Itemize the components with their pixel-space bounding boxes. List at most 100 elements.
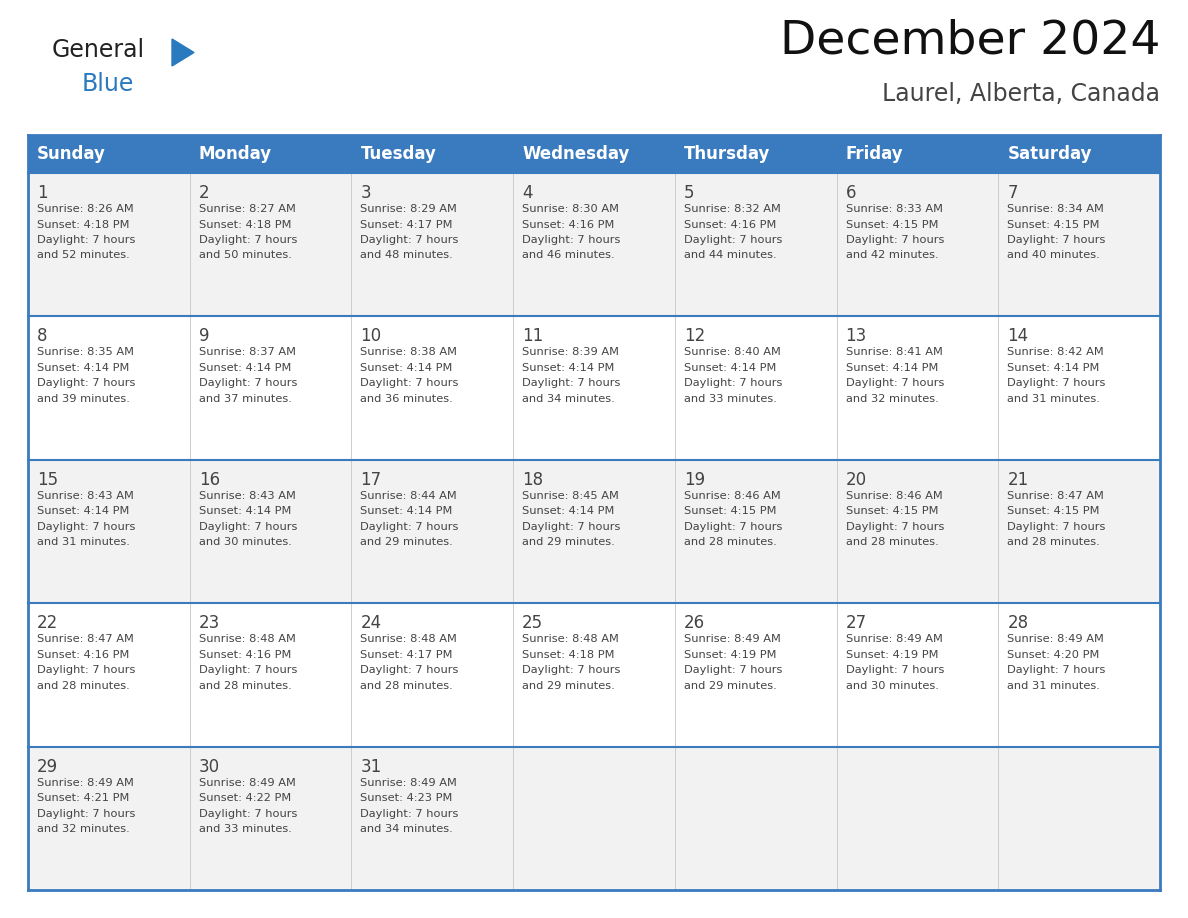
Text: Laurel, Alberta, Canada: Laurel, Alberta, Canada: [881, 82, 1159, 106]
Text: Sunset: 4:14 PM: Sunset: 4:14 PM: [198, 363, 291, 373]
Text: Sunset: 4:16 PM: Sunset: 4:16 PM: [684, 219, 776, 230]
Text: Daylight: 7 hours: Daylight: 7 hours: [37, 235, 135, 245]
Text: and 52 minutes.: and 52 minutes.: [37, 251, 129, 261]
Text: Daylight: 7 hours: Daylight: 7 hours: [198, 521, 297, 532]
Text: and 28 minutes.: and 28 minutes.: [198, 681, 291, 690]
Text: Sunset: 4:15 PM: Sunset: 4:15 PM: [1007, 219, 1100, 230]
Text: Daylight: 7 hours: Daylight: 7 hours: [846, 235, 944, 245]
Text: 21: 21: [1007, 471, 1029, 488]
Text: Monday: Monday: [198, 145, 272, 163]
Text: and 28 minutes.: and 28 minutes.: [684, 537, 777, 547]
Text: Daylight: 7 hours: Daylight: 7 hours: [198, 666, 297, 676]
Text: and 28 minutes.: and 28 minutes.: [360, 681, 453, 690]
Text: Daylight: 7 hours: Daylight: 7 hours: [684, 666, 782, 676]
Text: and 33 minutes.: and 33 minutes.: [684, 394, 777, 404]
Text: Sunset: 4:16 PM: Sunset: 4:16 PM: [523, 219, 614, 230]
Text: and 36 minutes.: and 36 minutes.: [360, 394, 453, 404]
Text: Sunrise: 8:48 AM: Sunrise: 8:48 AM: [360, 634, 457, 644]
Text: Sunrise: 8:48 AM: Sunrise: 8:48 AM: [523, 634, 619, 644]
Text: Sunrise: 8:26 AM: Sunrise: 8:26 AM: [37, 204, 134, 214]
Bar: [29, 135, 1159, 173]
Text: and 42 minutes.: and 42 minutes.: [846, 251, 939, 261]
Text: 15: 15: [37, 471, 58, 488]
Text: Daylight: 7 hours: Daylight: 7 hours: [198, 378, 297, 388]
Text: December 2024: December 2024: [779, 18, 1159, 63]
Text: Sunrise: 8:49 AM: Sunrise: 8:49 AM: [846, 634, 942, 644]
Text: Sunrise: 8:41 AM: Sunrise: 8:41 AM: [846, 347, 942, 357]
Text: Sunrise: 8:49 AM: Sunrise: 8:49 AM: [198, 778, 296, 788]
Text: Sunrise: 8:30 AM: Sunrise: 8:30 AM: [523, 204, 619, 214]
Text: Friday: Friday: [846, 145, 903, 163]
Text: Daylight: 7 hours: Daylight: 7 hours: [360, 666, 459, 676]
Text: 9: 9: [198, 328, 209, 345]
Text: 28: 28: [1007, 614, 1029, 633]
Text: Sunrise: 8:46 AM: Sunrise: 8:46 AM: [684, 491, 781, 501]
Text: and 40 minutes.: and 40 minutes.: [1007, 251, 1100, 261]
Text: and 32 minutes.: and 32 minutes.: [846, 394, 939, 404]
Text: Sunset: 4:14 PM: Sunset: 4:14 PM: [360, 507, 453, 516]
Text: Sunrise: 8:48 AM: Sunrise: 8:48 AM: [198, 634, 296, 644]
Text: Sunrise: 8:38 AM: Sunrise: 8:38 AM: [360, 347, 457, 357]
Text: Sunset: 4:14 PM: Sunset: 4:14 PM: [846, 363, 939, 373]
Text: Sunrise: 8:27 AM: Sunrise: 8:27 AM: [198, 204, 296, 214]
Text: Daylight: 7 hours: Daylight: 7 hours: [523, 378, 620, 388]
Text: Sunset: 4:16 PM: Sunset: 4:16 PM: [37, 650, 129, 660]
Text: 27: 27: [846, 614, 867, 633]
Text: 23: 23: [198, 614, 220, 633]
Text: Tuesday: Tuesday: [360, 145, 436, 163]
Text: Sunset: 4:17 PM: Sunset: 4:17 PM: [360, 219, 453, 230]
Text: 25: 25: [523, 614, 543, 633]
Text: Daylight: 7 hours: Daylight: 7 hours: [846, 666, 944, 676]
Text: Sunset: 4:15 PM: Sunset: 4:15 PM: [684, 507, 776, 516]
Text: Sunrise: 8:47 AM: Sunrise: 8:47 AM: [1007, 491, 1104, 501]
Text: Daylight: 7 hours: Daylight: 7 hours: [846, 521, 944, 532]
Text: Daylight: 7 hours: Daylight: 7 hours: [360, 809, 459, 819]
Text: Sunrise: 8:47 AM: Sunrise: 8:47 AM: [37, 634, 134, 644]
Text: Daylight: 7 hours: Daylight: 7 hours: [523, 666, 620, 676]
Text: 18: 18: [523, 471, 543, 488]
Text: 5: 5: [684, 184, 694, 202]
Text: 7: 7: [1007, 184, 1018, 202]
Text: and 32 minutes.: and 32 minutes.: [37, 824, 129, 834]
Bar: [29, 317, 1159, 460]
Bar: [29, 173, 1159, 317]
Text: Daylight: 7 hours: Daylight: 7 hours: [684, 521, 782, 532]
Text: and 34 minutes.: and 34 minutes.: [360, 824, 453, 834]
Text: Sunday: Sunday: [37, 145, 106, 163]
Text: Sunrise: 8:34 AM: Sunrise: 8:34 AM: [1007, 204, 1104, 214]
Text: 24: 24: [360, 614, 381, 633]
Text: 11: 11: [523, 328, 543, 345]
Text: Daylight: 7 hours: Daylight: 7 hours: [360, 521, 459, 532]
Text: 10: 10: [360, 328, 381, 345]
Text: Sunset: 4:14 PM: Sunset: 4:14 PM: [684, 363, 776, 373]
Text: and 29 minutes.: and 29 minutes.: [523, 681, 615, 690]
Text: Sunrise: 8:49 AM: Sunrise: 8:49 AM: [360, 778, 457, 788]
Text: Daylight: 7 hours: Daylight: 7 hours: [684, 235, 782, 245]
Text: Sunset: 4:17 PM: Sunset: 4:17 PM: [360, 650, 453, 660]
Text: Daylight: 7 hours: Daylight: 7 hours: [198, 809, 297, 819]
Text: Sunrise: 8:44 AM: Sunrise: 8:44 AM: [360, 491, 457, 501]
Text: Sunrise: 8:40 AM: Sunrise: 8:40 AM: [684, 347, 781, 357]
Text: 30: 30: [198, 757, 220, 776]
Text: and 30 minutes.: and 30 minutes.: [198, 537, 291, 547]
Text: and 48 minutes.: and 48 minutes.: [360, 251, 453, 261]
Text: 26: 26: [684, 614, 704, 633]
Text: Sunset: 4:21 PM: Sunset: 4:21 PM: [37, 793, 129, 803]
Bar: [29, 603, 1159, 746]
Text: and 31 minutes.: and 31 minutes.: [1007, 681, 1100, 690]
Text: and 28 minutes.: and 28 minutes.: [37, 681, 129, 690]
Text: Thursday: Thursday: [684, 145, 770, 163]
Text: 2: 2: [198, 184, 209, 202]
Text: Daylight: 7 hours: Daylight: 7 hours: [198, 235, 297, 245]
Text: Daylight: 7 hours: Daylight: 7 hours: [37, 378, 135, 388]
Text: 6: 6: [846, 184, 857, 202]
Bar: [29, 460, 1159, 603]
Text: Daylight: 7 hours: Daylight: 7 hours: [37, 666, 135, 676]
Text: Sunset: 4:14 PM: Sunset: 4:14 PM: [523, 363, 614, 373]
Bar: [29, 746, 1159, 890]
Text: Sunset: 4:14 PM: Sunset: 4:14 PM: [37, 507, 129, 516]
Text: and 31 minutes.: and 31 minutes.: [37, 537, 129, 547]
Text: 14: 14: [1007, 328, 1029, 345]
Text: Daylight: 7 hours: Daylight: 7 hours: [37, 521, 135, 532]
Text: Sunrise: 8:49 AM: Sunrise: 8:49 AM: [684, 634, 781, 644]
